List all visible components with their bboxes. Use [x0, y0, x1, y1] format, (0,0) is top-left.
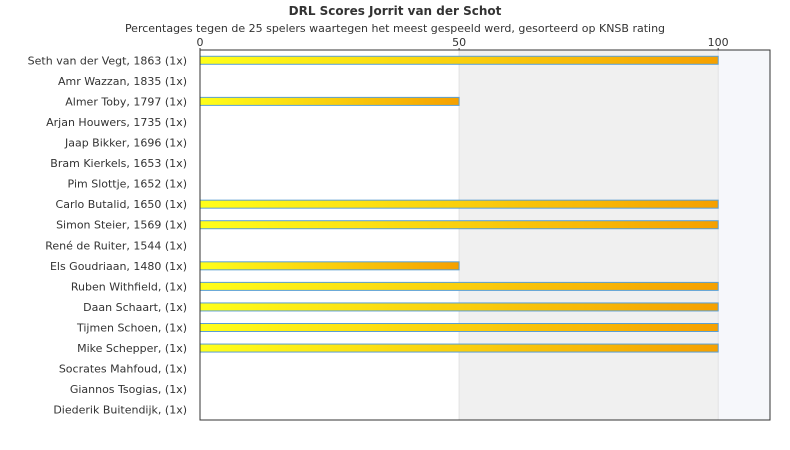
bar-7	[199, 199, 719, 209]
band-50-100	[459, 50, 719, 420]
bar-12	[199, 302, 719, 312]
category-label: Seth van der Vegt, 1863 (1x)	[28, 54, 187, 67]
bar-10	[199, 261, 460, 271]
category-label: Ruben Withfield, (1x)	[71, 280, 187, 293]
category-label: Pim Slottje, 1652 (1x)	[68, 178, 187, 191]
category-label: Arjan Houwers, 1735 (1x)	[46, 116, 187, 129]
category-label: Tijmen Schoen, (1x)	[76, 322, 187, 335]
category-label: Mike Schepper, (1x)	[77, 342, 187, 355]
category-label: Daan Schaart, (1x)	[83, 301, 187, 314]
category-label: Diederik Buitendijk, (1x)	[53, 404, 187, 417]
category-label: Bram Kierkels, 1653 (1x)	[50, 157, 187, 170]
plot-frame	[199, 49, 771, 421]
bar-13	[199, 323, 719, 332]
category-label: René de Ruiter, 1544 (1x)	[45, 239, 187, 252]
category-label: Amr Wazzan, 1835 (1x)	[58, 75, 187, 88]
bar-2	[199, 96, 460, 106]
category-label: Giannos Tsogias, (1x)	[70, 383, 187, 396]
tick-label-0: 0	[197, 36, 204, 49]
bar-11	[199, 281, 719, 291]
band-100-plus	[718, 50, 770, 420]
category-label: Els Goudriaan, 1480 (1x)	[50, 260, 187, 273]
category-label: Simon Steier, 1569 (1x)	[56, 219, 187, 232]
tick-label-100: 100	[708, 36, 729, 49]
bar-8	[199, 220, 719, 230]
bar-0	[199, 55, 719, 65]
bar-14	[199, 343, 719, 353]
chart-subtitle: Percentages tegen de 25 spelers waartege…	[124, 22, 666, 35]
chart-title: DRL Scores Jorrit van der Schot	[288, 4, 502, 18]
category-label: Carlo Butalid, 1650 (1x)	[56, 198, 187, 211]
category-label: Socrates Mahfoud, (1x)	[59, 363, 187, 376]
category-label: Almer Toby, 1797 (1x)	[65, 95, 187, 108]
category-label: Jaap Bikker, 1696 (1x)	[64, 137, 187, 150]
tick-label-50: 50	[452, 36, 466, 49]
